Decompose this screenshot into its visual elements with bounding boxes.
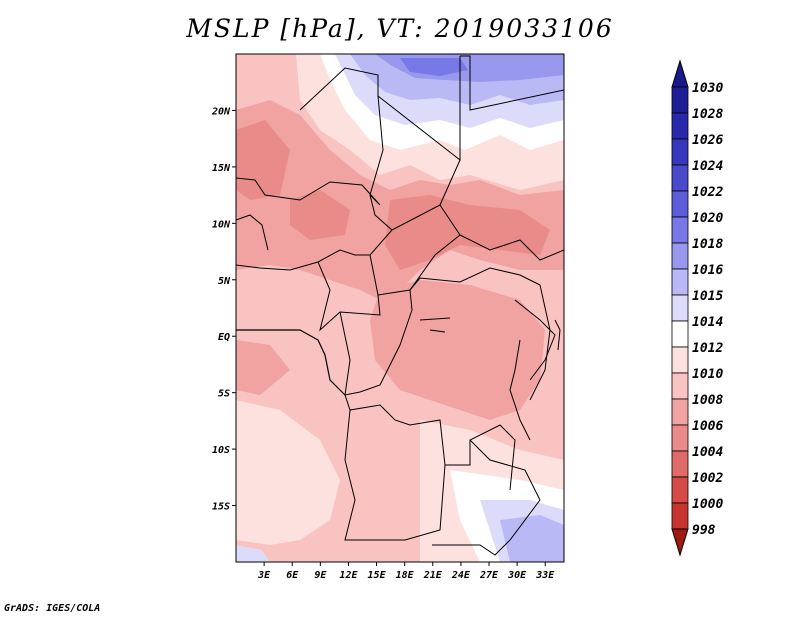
- colorbar-label: 998: [692, 523, 716, 538]
- lat-label: 15N: [212, 163, 231, 174]
- colorbar-label: 1024: [692, 159, 723, 174]
- field-1010-atlantic: [236, 340, 290, 395]
- colorbar-swatch: [671, 398, 689, 426]
- colorbar-swatch: [671, 268, 689, 296]
- lon-label: 15E: [368, 570, 387, 581]
- colorbar-label: 1008: [692, 393, 723, 408]
- lon-label: 6E: [286, 570, 299, 581]
- colorbar-label: 1002: [692, 471, 723, 486]
- map-title: MSLP [hPa], VT: 2019033106: [186, 14, 614, 43]
- pressure-field: [236, 54, 564, 562]
- field-1014-southwest: [236, 400, 340, 545]
- lon-label: 27E: [479, 570, 499, 581]
- colorbar-swatch: [671, 450, 689, 478]
- colorbar-label: 1016: [692, 263, 723, 278]
- longitude-labels: 3E 6E 9E 12E 15E 18E 21E 24E 27E 30E 33E: [257, 562, 555, 581]
- lon-label: 24E: [451, 570, 471, 581]
- lon-label: 9E: [314, 570, 327, 581]
- colorbar-swatch: [671, 138, 689, 166]
- field-1020-core: [400, 58, 468, 76]
- lat-label: 10S: [212, 445, 230, 456]
- colorbar-top-arrow: [671, 59, 689, 88]
- colorbar-swatch: [671, 424, 689, 452]
- colorbar-swatch: [671, 294, 689, 322]
- lon-label: 30E: [507, 570, 527, 581]
- lon-label: 18E: [396, 570, 415, 581]
- colorbar-swatch: [671, 372, 689, 400]
- lat-label: 15S: [212, 502, 230, 513]
- colorbar-label: 1006: [692, 419, 723, 434]
- colorbar-label: 1014: [692, 315, 723, 330]
- field-1008-chad: [385, 195, 550, 270]
- field-1015-southwest: [236, 545, 270, 562]
- lat-label: 10N: [212, 219, 231, 230]
- colorbar-swatch: [671, 112, 689, 140]
- latitude-labels: 20N 15N 10N 5N EQ 5S 10S 15S: [211, 106, 236, 513]
- borders: [236, 55, 564, 556]
- colorbar-swatch: [671, 190, 689, 218]
- colorbar-label: 1030: [692, 81, 723, 96]
- field-1008-west: [236, 120, 290, 200]
- colorbar-label: 1012: [692, 341, 723, 356]
- lat-label: 5S: [218, 389, 230, 400]
- colorbar-label: 1000: [692, 497, 723, 512]
- field-1016-southeast: [500, 515, 564, 562]
- colorbar-swatch: [671, 346, 689, 374]
- colorbar-label: 1026: [692, 133, 723, 148]
- lat-label: 5N: [218, 276, 231, 287]
- colorbar-label: 1004: [692, 445, 723, 460]
- colorbar-swatch: [671, 164, 689, 192]
- colorbar-swatch: [671, 320, 689, 348]
- colorbar-swatch: [671, 502, 689, 530]
- colorbar-swatch: [671, 476, 689, 504]
- lon-label: 33E: [535, 570, 555, 581]
- colorbar: 1030 1028 1026 1024 1022 1020 1018 1016 1015 1014…: [671, 59, 723, 557]
- map-frame: [235, 53, 565, 563]
- colorbar-label: 1010: [692, 367, 723, 382]
- lon-label: 21E: [423, 570, 443, 581]
- colorbar-bottom-arrow: [671, 528, 689, 557]
- colorbar-swatch: [671, 242, 689, 270]
- colorbar-label: 1018: [692, 237, 723, 252]
- lat-label: EQ: [218, 332, 230, 343]
- colorbar-swatch: [671, 86, 689, 114]
- colorbar-swatch: [671, 216, 689, 244]
- field-1008-nigeria: [290, 190, 350, 240]
- field-1010-congo: [370, 280, 545, 420]
- colorbar-label: 1015: [692, 289, 723, 304]
- grads-credit: GrADS: IGES/COLA: [4, 603, 101, 614]
- lon-label: 12E: [339, 570, 358, 581]
- lat-label: 20N: [211, 106, 231, 117]
- colorbar-label: 1028: [692, 107, 723, 122]
- lon-label: 3E: [257, 570, 271, 581]
- colorbar-label: 1020: [692, 211, 723, 226]
- colorbar-label: 1022: [692, 185, 723, 200]
